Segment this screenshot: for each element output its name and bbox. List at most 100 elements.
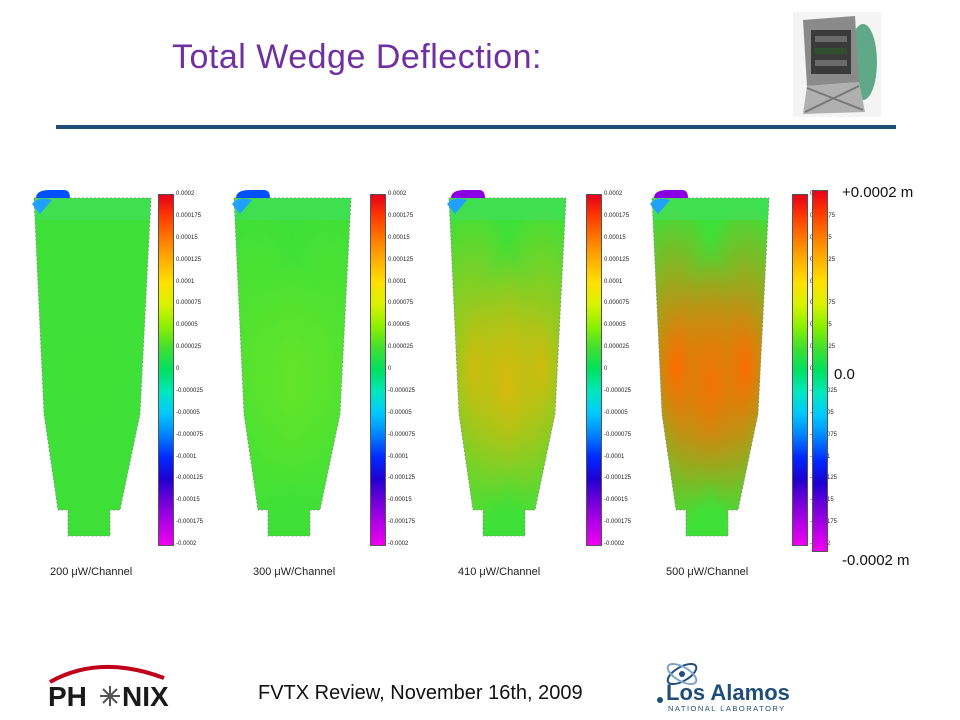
wedge-top-band [34, 198, 151, 220]
colorbar-tick-label: 0.000175 [176, 212, 202, 219]
colorbar-tick-label: -0.0002 [176, 541, 197, 547]
svg-text:Los Alamos: Los Alamos [666, 680, 790, 705]
scale-max-label: +0.0002 m [842, 184, 914, 201]
colorbar-tick-label: 0 [176, 366, 180, 372]
wedge-outline [233, 197, 352, 537]
colorbar-tick-label: -0.000075 [388, 431, 416, 438]
wedge-deflection-region [34, 198, 151, 536]
colorbar-tick-label: 0.000125 [176, 256, 202, 263]
colorbar-tick-label: -0.000075 [604, 431, 632, 438]
colorbar-tick-label: 0.000075 [604, 300, 630, 307]
colorbar-tick-label: -0.000175 [176, 519, 204, 526]
colorbar-tick-label: 0.000025 [604, 344, 630, 351]
colorbar-tick-label: 0.000125 [388, 256, 414, 263]
colorbar-tick-label: -0.000175 [604, 519, 632, 526]
colorbar-tick-label: 0.00015 [388, 234, 410, 241]
colorbar-ticks: 0.0002 0.000175 0.00015 0.000125 0.0001 0.000… [388, 191, 432, 547]
colorbar-tick-label: 0.0001 [604, 278, 623, 285]
colorbar-tick-label: -0.00005 [604, 409, 628, 416]
colorbar-tick-label: 0.0002 [176, 191, 195, 197]
colorbar-tick-label: -0.000175 [388, 519, 416, 526]
colorbar-tick-label: -0.00015 [176, 497, 200, 504]
colorbar-tick-label: 0.000175 [388, 212, 414, 219]
slide-title: Total Wedge Deflection: [172, 38, 542, 76]
colorbar-tick-label: 0.00015 [176, 234, 198, 241]
wedge-mount-tab [451, 190, 485, 198]
scale-mid-label: 0.0 [834, 366, 855, 383]
wedge-outline [448, 197, 567, 537]
colorbar-tick-label: 0.0002 [388, 191, 407, 197]
colorbar-tick-label: -0.000125 [388, 475, 416, 482]
wedge-corner-region [447, 198, 467, 214]
wedge-contour-plot [232, 190, 352, 537]
wedge-deflection-region [652, 198, 769, 536]
wedge-outline [33, 197, 152, 537]
wedge-top-band [449, 198, 566, 220]
colorbar-tick-label: -0.000025 [176, 387, 204, 394]
colorbar-tick-label: -0.00005 [388, 409, 412, 416]
wedge-outline [651, 197, 770, 537]
colorbar-ticks: 0.0002 0.000175 0.00015 0.000125 0.0001 0.000… [604, 191, 648, 547]
colorbar-tick-label: 0 [388, 366, 392, 372]
colorbar-tick-label: -0.00015 [604, 497, 628, 504]
colorbar-tick-label: -0.000125 [176, 475, 204, 482]
wedge-corner-region [650, 198, 670, 214]
colorbar-tick-label: -0.000125 [604, 475, 632, 482]
panel-caption: 410 μW/Channel [458, 566, 541, 578]
wedge-corner-region [232, 198, 252, 214]
colorbar-tick-label: 0.00015 [604, 234, 626, 241]
wedge-mount-tab [36, 190, 70, 198]
wedge-contour-plot [32, 190, 152, 537]
colorbar-tick-label: -0.00015 [388, 497, 412, 504]
colorbar [792, 194, 808, 546]
wedge-corner-region [32, 198, 52, 214]
colorbar-tick-label: 0.0001 [388, 278, 407, 285]
wedge-deflection-region [449, 198, 566, 536]
colorbar-tick-label: -0.0002 [388, 541, 409, 547]
colorbar-tick-label: 0.0001 [176, 278, 195, 285]
wedge-top-band [234, 198, 351, 220]
wedge-contour-plot [650, 190, 770, 537]
colorbar-tick-label: -0.0001 [388, 453, 409, 460]
wedge-deflection-region [234, 198, 351, 536]
colorbar-tick-label: -0.0001 [604, 453, 625, 460]
panel-caption: 200 μW/Channel [50, 566, 133, 578]
colorbar-tick-label: 0.000075 [176, 300, 202, 307]
wedge-mount-tab [236, 190, 270, 198]
colorbar-tick-label: 0.00005 [176, 322, 198, 329]
svg-text:PH: PH [48, 681, 87, 712]
colorbar-tick-label: 0.000025 [176, 344, 202, 351]
wedge-mount-tab [654, 190, 688, 198]
colorbar-tick-label: -0.000025 [388, 387, 416, 394]
footer-text: FVTX Review, November 16th, 2009 [258, 682, 583, 704]
title-rule [56, 125, 896, 129]
colorbar-tick-label: -0.000075 [176, 431, 204, 438]
colorbar-tick-label: 0.00005 [388, 322, 410, 329]
panel-caption: 300 μW/Channel [253, 566, 336, 578]
colorbar-ticks: 0.0002 0.000175 0.00015 0.000125 0.0001 0.000… [176, 191, 220, 547]
reference-colorbar [812, 190, 828, 552]
colorbar-tick-label: 0.0002 [604, 191, 623, 197]
wedge-contour-plot [447, 190, 567, 537]
lanl-logo: Los Alamos NATIONAL LABORATORY [657, 662, 790, 713]
colorbar-tick-label: 0.000125 [604, 256, 630, 263]
colorbar [158, 194, 174, 546]
colorbar [370, 194, 386, 546]
colorbar-tick-label: -0.0001 [176, 453, 197, 460]
phenix-logo: PH NIX [48, 665, 169, 712]
detector-render-icon [793, 12, 881, 117]
colorbar-tick-label: -0.000025 [604, 387, 632, 394]
colorbar-tick-label: 0.000175 [604, 212, 630, 219]
colorbar-tick-label: 0.00005 [604, 322, 626, 329]
scale-min-label: -0.0002 m [842, 552, 910, 569]
colorbar-tick-label: -0.0002 [604, 541, 625, 547]
svg-text:NIX: NIX [122, 681, 169, 712]
svg-text:NATIONAL LABORATORY: NATIONAL LABORATORY [668, 704, 786, 713]
wedge-top-band [652, 198, 769, 220]
colorbar-tick-label: 0.000025 [388, 344, 414, 351]
colorbar-tick-label: 0.000075 [388, 300, 414, 307]
panel-caption: 500 μW/Channel [666, 566, 749, 578]
colorbar [586, 194, 602, 546]
colorbar-tick-label: -0.00005 [176, 409, 200, 416]
colorbar-tick-label: 0 [810, 366, 813, 372]
